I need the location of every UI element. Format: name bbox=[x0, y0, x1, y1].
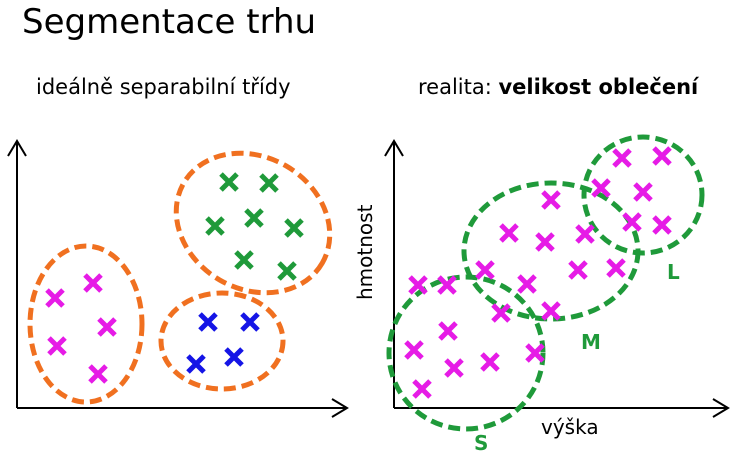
magenta-x-marker bbox=[525, 343, 545, 363]
left-green-markers bbox=[205, 172, 304, 281]
cluster-label-l: L bbox=[667, 260, 680, 284]
blue-x-marker bbox=[224, 347, 244, 367]
magenta-x-marker bbox=[541, 190, 561, 210]
left-cluster-outline-blue bbox=[158, 290, 286, 392]
blue-x-marker bbox=[198, 312, 218, 332]
magenta-x-marker bbox=[438, 321, 458, 341]
magenta-x-marker bbox=[575, 224, 595, 244]
left-magenta-markers bbox=[45, 273, 117, 384]
right-x-axis-arrow bbox=[712, 398, 730, 418]
left-panel-subtitle: ideálně separabilní třídy bbox=[36, 75, 291, 99]
magenta-x-marker bbox=[652, 215, 672, 235]
magenta-x-marker bbox=[622, 212, 642, 232]
magenta-x-marker bbox=[88, 364, 108, 384]
magenta-x-marker bbox=[83, 273, 103, 293]
magenta-x-marker bbox=[412, 379, 432, 399]
green-x-marker bbox=[244, 208, 264, 228]
right-magenta-markers bbox=[404, 146, 672, 399]
green-x-marker bbox=[234, 250, 254, 270]
right-axes bbox=[384, 139, 730, 418]
cluster-label-s: S bbox=[474, 431, 488, 455]
magenta-x-marker bbox=[47, 336, 67, 356]
right-subtitle-bold: velikost oblečení bbox=[498, 75, 699, 99]
left-x-axis-arrow bbox=[331, 398, 349, 418]
green-x-marker bbox=[259, 173, 279, 193]
magenta-x-marker bbox=[408, 275, 428, 295]
magenta-x-marker bbox=[606, 258, 626, 278]
right-panel-subtitle: realita: velikost oblečení bbox=[418, 73, 698, 101]
magenta-x-marker bbox=[591, 178, 611, 198]
blue-x-marker bbox=[186, 354, 206, 374]
green-x-marker bbox=[219, 172, 239, 192]
green-x-marker bbox=[277, 261, 297, 281]
cluster-label-m: M bbox=[581, 330, 601, 354]
magenta-x-marker bbox=[612, 148, 632, 168]
left-cluster-outline-green bbox=[173, 150, 333, 296]
cluster-outline-l bbox=[581, 134, 705, 256]
magenta-x-marker bbox=[541, 301, 561, 321]
magenta-x-marker bbox=[97, 317, 117, 337]
green-x-marker bbox=[205, 216, 225, 236]
magenta-x-marker bbox=[517, 274, 537, 294]
magenta-x-marker bbox=[475, 260, 495, 280]
right-panel: hmotnost výška S M L bbox=[353, 134, 730, 455]
right-y-axis-arrow bbox=[384, 139, 404, 157]
magenta-x-marker bbox=[444, 358, 464, 378]
y-axis-label: hmotnost bbox=[353, 204, 377, 300]
magenta-x-marker bbox=[633, 182, 653, 202]
magenta-x-marker bbox=[652, 146, 672, 166]
cluster-outline-s bbox=[386, 274, 546, 432]
left-blue-markers bbox=[186, 312, 260, 374]
magenta-x-marker bbox=[437, 275, 457, 295]
magenta-x-marker bbox=[568, 260, 588, 280]
x-axis-label: výška bbox=[541, 415, 599, 439]
left-panel bbox=[7, 139, 349, 418]
blue-x-marker bbox=[240, 312, 260, 332]
right-subtitle-prefix: realita: bbox=[418, 75, 499, 99]
left-axes bbox=[7, 139, 349, 418]
magenta-x-marker bbox=[45, 288, 65, 308]
left-cluster-outline-magenta bbox=[27, 243, 145, 405]
green-x-marker bbox=[284, 218, 304, 238]
slide-title: Segmentace trhu bbox=[22, 2, 317, 42]
magenta-x-marker bbox=[535, 232, 555, 252]
magenta-x-marker bbox=[499, 223, 519, 243]
magenta-x-marker bbox=[491, 303, 511, 323]
magenta-x-marker bbox=[480, 352, 500, 372]
left-y-axis-arrow bbox=[7, 139, 27, 157]
magenta-x-marker bbox=[404, 340, 424, 360]
